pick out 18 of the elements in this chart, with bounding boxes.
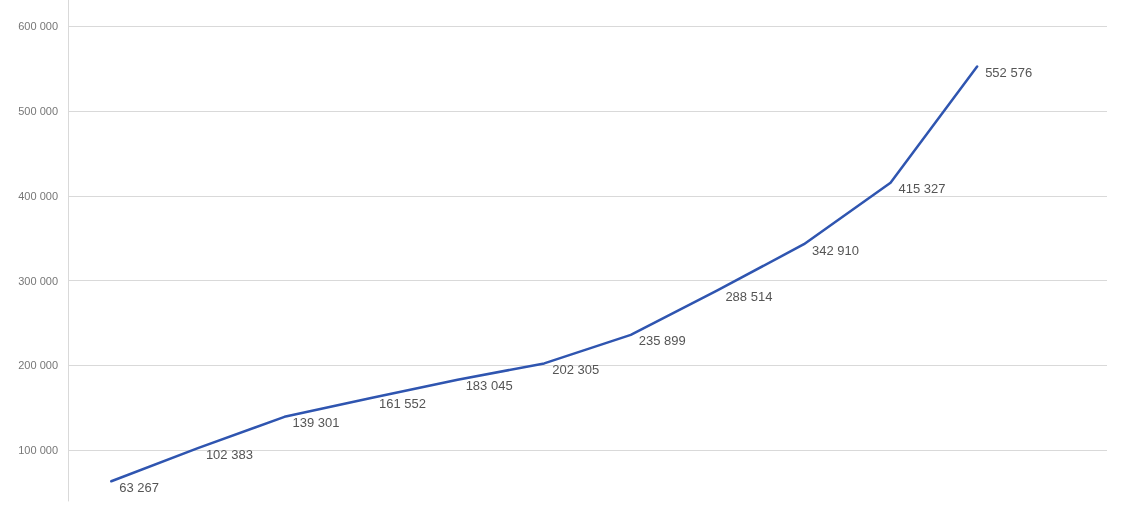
data-label: 102 383	[205, 446, 253, 462]
y-tick-label: 400 000	[18, 189, 58, 202]
data-label: 161 552	[379, 396, 427, 412]
data-label: 183 045	[465, 378, 513, 394]
y-tick-label: 200 000	[18, 359, 58, 372]
data-label: 139 301	[292, 415, 340, 431]
data-label: 342 910	[811, 242, 859, 258]
y-tick-label: 300 000	[18, 274, 58, 287]
data-label: 288 514	[725, 288, 773, 304]
y-tick-label: 600 000	[18, 20, 58, 33]
data-label: 552 576	[985, 64, 1033, 80]
data-label: 235 899	[638, 333, 686, 349]
data-label: 415 327	[898, 181, 946, 197]
y-tick-label: 100 000	[18, 444, 58, 457]
line-series	[110, 65, 979, 483]
y-tick-label: 500 000	[18, 105, 58, 118]
data-label: 63 267	[119, 479, 160, 495]
data-label: 202 305	[552, 361, 600, 377]
